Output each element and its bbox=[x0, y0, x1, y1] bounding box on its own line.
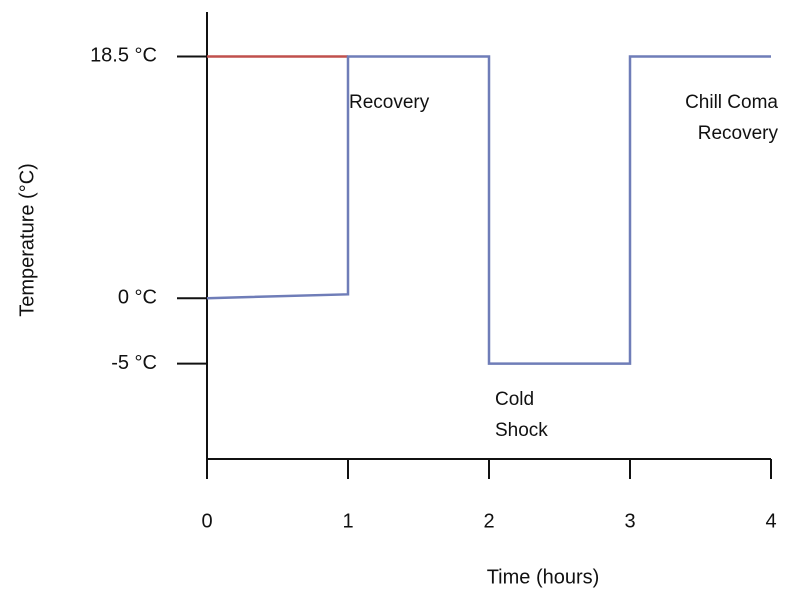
x-tick-label: 0 bbox=[201, 510, 212, 532]
annotation: Shock bbox=[495, 420, 548, 441]
y-tick-label: -5 °C bbox=[111, 352, 157, 374]
annotation: Cold bbox=[495, 389, 534, 410]
annotation: Recovery bbox=[349, 92, 430, 113]
y-tick-label: 0 °C bbox=[118, 287, 157, 309]
x-tick-label: 4 bbox=[765, 510, 776, 532]
x-tick-label: 3 bbox=[624, 510, 635, 532]
annotation: Recovery bbox=[698, 123, 779, 144]
x-axis-title: Time (hours) bbox=[487, 566, 600, 588]
x-tick-label: 1 bbox=[342, 510, 353, 532]
line bbox=[206, 55, 771, 365]
x-tick-label: 2 bbox=[483, 510, 494, 532]
annotation: Chill Coma bbox=[685, 92, 778, 113]
y-axis-title: Temperature (°C) bbox=[16, 163, 38, 317]
y-tick-label: 18.5 °C bbox=[90, 45, 157, 67]
